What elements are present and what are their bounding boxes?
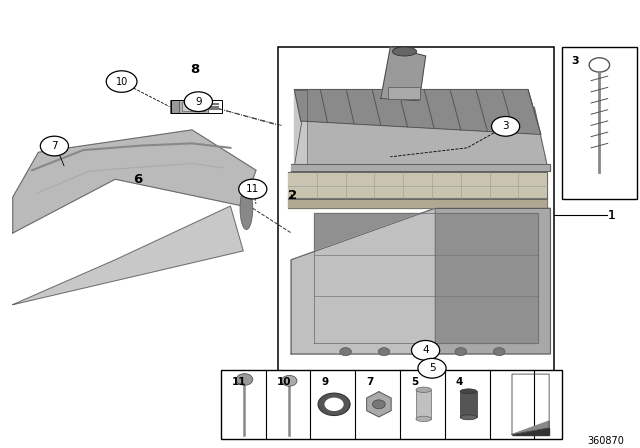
Text: 1: 1 — [607, 208, 615, 222]
Circle shape — [239, 179, 267, 199]
Text: 11: 11 — [246, 184, 259, 194]
Circle shape — [340, 348, 351, 356]
Ellipse shape — [460, 415, 477, 420]
Ellipse shape — [460, 389, 477, 394]
Circle shape — [106, 71, 137, 92]
Text: 1: 1 — [607, 208, 615, 222]
Ellipse shape — [240, 187, 253, 229]
Bar — [388, 87, 420, 99]
Polygon shape — [367, 392, 391, 417]
Polygon shape — [294, 90, 307, 166]
Circle shape — [282, 375, 297, 386]
Text: 8: 8 — [191, 63, 200, 76]
Bar — [416, 390, 431, 419]
Circle shape — [412, 340, 440, 360]
Text: 10: 10 — [276, 377, 291, 387]
Polygon shape — [314, 213, 538, 343]
Polygon shape — [13, 206, 243, 305]
Polygon shape — [291, 208, 435, 354]
Bar — [562, 47, 637, 199]
Polygon shape — [291, 164, 550, 171]
Text: 7: 7 — [366, 377, 374, 387]
Text: 6: 6 — [133, 172, 142, 186]
Text: 2: 2 — [288, 189, 297, 202]
Polygon shape — [294, 90, 547, 166]
Circle shape — [417, 348, 428, 356]
Text: 9: 9 — [321, 377, 328, 387]
Polygon shape — [381, 47, 426, 101]
Ellipse shape — [416, 387, 431, 392]
Text: 5: 5 — [429, 363, 435, 373]
Circle shape — [372, 400, 385, 409]
Circle shape — [455, 348, 467, 356]
Polygon shape — [291, 208, 550, 354]
Text: 4: 4 — [422, 345, 429, 355]
Bar — [173, 100, 208, 113]
Circle shape — [378, 348, 390, 356]
Circle shape — [236, 374, 253, 385]
Text: 3: 3 — [502, 121, 509, 131]
Ellipse shape — [392, 47, 417, 56]
Circle shape — [324, 398, 344, 411]
Bar — [171, 100, 222, 113]
Polygon shape — [288, 198, 547, 208]
Circle shape — [40, 136, 68, 156]
Bar — [170, 100, 179, 113]
Circle shape — [184, 92, 212, 112]
Bar — [460, 392, 477, 418]
Text: 9: 9 — [195, 97, 202, 107]
Polygon shape — [512, 421, 549, 435]
Ellipse shape — [416, 416, 431, 422]
Text: 11: 11 — [232, 377, 246, 387]
Polygon shape — [294, 90, 541, 134]
Bar — [221, 370, 562, 439]
Circle shape — [418, 358, 446, 378]
Text: 360870: 360870 — [587, 436, 624, 446]
Polygon shape — [13, 130, 256, 233]
Text: 4: 4 — [456, 377, 463, 387]
Text: 10: 10 — [115, 77, 128, 86]
Circle shape — [493, 348, 505, 356]
Circle shape — [318, 393, 350, 416]
Text: 7: 7 — [51, 141, 58, 151]
Polygon shape — [288, 172, 547, 199]
Text: 5: 5 — [411, 377, 418, 387]
Bar — [278, 47, 554, 412]
Circle shape — [492, 116, 520, 136]
Bar — [182, 102, 205, 111]
Text: 3: 3 — [572, 56, 579, 66]
Polygon shape — [512, 428, 549, 435]
